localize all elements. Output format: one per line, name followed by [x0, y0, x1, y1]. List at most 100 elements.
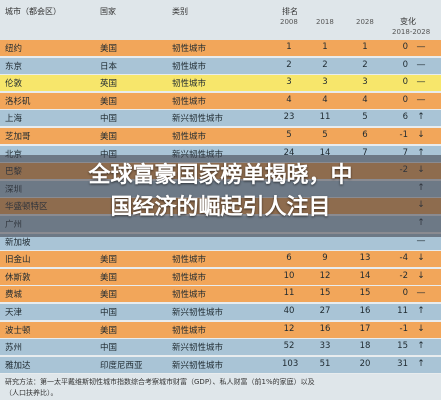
- row-change-arrow-icon: —: [416, 42, 426, 52]
- row-type: 新兴韧性城市: [172, 360, 224, 371]
- row-rank-2028: 15: [359, 288, 371, 299]
- row-rank-2008: 40: [283, 306, 295, 316]
- row-change-arrow-icon: ↓: [417, 253, 425, 264]
- row-rank-2008: 2: [286, 59, 292, 70]
- row-rank-2008: 1: [286, 42, 292, 52]
- row-city: 费城: [5, 290, 23, 301]
- table-row: 伦敦 英国 韧性城市 3 3 3 0 —: [0, 75, 441, 92]
- row-country: 美国: [100, 290, 118, 301]
- table-row: 芝加哥 美国 韧性城市 5 5 6 -1 ↓: [0, 128, 441, 144]
- row-change: 6: [402, 112, 408, 123]
- row-country: 中国: [100, 308, 118, 318]
- row-change: -1: [399, 130, 408, 140]
- row-change: 15: [397, 341, 408, 352]
- row-city: 北京: [5, 148, 22, 160]
- footnote-line-1: 研究方法：第一太平戴维斯韧性城市指数综合考察城市财富（GDP）、私人财富（前1%…: [5, 378, 315, 386]
- row-rank-2028: 5: [362, 112, 368, 123]
- row-change-arrow-icon: —: [416, 288, 426, 299]
- row-change-arrow-icon: —: [416, 94, 426, 105]
- row-rank-2008: 52: [283, 341, 295, 352]
- row-rank-2018: 15: [319, 288, 331, 299]
- table-row: 新加坡 —: [0, 233, 441, 250]
- row-change-arrow-icon: ↑: [417, 306, 425, 316]
- header-year-2028: 2028: [356, 18, 374, 26]
- row-change-arrow-icon: —: [416, 59, 426, 70]
- header-country: 国家: [100, 7, 116, 16]
- footnote-line-2: （人口扶养比）。: [5, 389, 58, 397]
- row-city: 天津: [5, 308, 23, 318]
- headline-line-1: 全球富豪国家榜单揭晓，中: [88, 163, 353, 188]
- row-rank-2018: 14: [319, 147, 331, 158]
- row-rank-2028: 16: [359, 306, 371, 316]
- row-country: 印度尼西亚: [100, 360, 143, 371]
- row-rank-2028: 1: [362, 42, 368, 52]
- row-city: 波士顿: [5, 325, 31, 336]
- header-year-2018: 2018: [316, 18, 334, 26]
- row-change-arrow-icon: —: [416, 77, 426, 88]
- row-rank-2018: 4: [322, 94, 328, 105]
- row-change-arrow-icon: ↓: [417, 130, 425, 140]
- row-type: 韧性城市: [172, 96, 207, 107]
- row-city: 雅加达: [5, 360, 31, 371]
- row-type: 韧性城市: [172, 44, 207, 54]
- row-change: 0: [402, 77, 408, 88]
- row-rank-2028: 6: [362, 130, 368, 140]
- row-rank-2008: 11: [283, 288, 295, 299]
- row-type: 韧性城市: [172, 325, 207, 336]
- row-type: 韧性城市: [172, 272, 207, 283]
- row-rank-2018: 27: [319, 306, 331, 316]
- row-change: 11: [397, 306, 408, 316]
- row-change: 0: [402, 94, 408, 105]
- headline-line-2: 国经济的崛起引人注目: [110, 195, 331, 220]
- row-rank-2008: 23: [283, 112, 295, 123]
- table-row: 休斯敦 美国 韧性城市 10 12 14 -2 ↓: [0, 268, 441, 285]
- header-year-2008: 2008: [280, 18, 298, 26]
- row-city: 休斯敦: [5, 272, 31, 283]
- row-rank-2018: 9: [322, 253, 328, 264]
- row-change-arrow-icon: ↑: [417, 112, 425, 123]
- row-change: 0: [402, 42, 408, 52]
- row-city: 洛杉矶: [5, 96, 31, 107]
- table-row: 苏州 中国 新兴韧性城市 52 33 18 15 ↑: [0, 339, 441, 356]
- row-rank-2028: 18: [359, 341, 371, 352]
- row-type: 韧性城市: [172, 132, 207, 142]
- row-rank-2028: 7: [362, 147, 368, 158]
- row-city: 伦敦: [5, 79, 23, 90]
- row-rank-2008: 10: [283, 270, 295, 281]
- row-rank-2028: 13: [359, 253, 371, 264]
- table-row: 纽约 美国 韧性城市 1 1 1 0 —: [0, 40, 441, 56]
- row-change-arrow-icon: ↑: [417, 147, 425, 158]
- row-city: 苏州: [5, 343, 23, 354]
- row-change-arrow-icon: ↑: [417, 358, 425, 369]
- table-header: 城市（都会区） 国家 类别 排名 2008 2018 2028 变化 2018-…: [0, 0, 441, 41]
- row-change: 0: [402, 288, 408, 299]
- row-change: -2: [399, 270, 408, 281]
- header-rank: 排名: [282, 7, 298, 16]
- row-rank-2028: 17: [359, 323, 371, 334]
- table-row: 旧金山 美国 韧性城市 6 9 13 -4 ↓: [0, 251, 441, 268]
- row-type: 新兴韧性城市: [172, 343, 224, 354]
- row-rank-2018: 5: [322, 130, 328, 140]
- row-type: 新兴韧性城市: [172, 148, 223, 160]
- row-type: 韧性城市: [172, 255, 207, 266]
- row-change: 0: [402, 59, 408, 70]
- row-rank-2028: 14: [359, 270, 371, 281]
- table-row: 上海 中国 新兴韧性城市 23 11 5 6 ↑: [0, 110, 441, 127]
- row-type: 新兴韧性城市: [172, 114, 224, 125]
- row-rank-2008: 4: [286, 94, 292, 105]
- row-rank-2008: 5: [286, 130, 292, 140]
- row-rank-2018: 33: [319, 341, 331, 352]
- headline-backdrop: [0, 155, 441, 237]
- row-country: 英国: [100, 79, 118, 90]
- row-rank-2008: 103: [282, 358, 299, 369]
- row-rank-2018: 11: [319, 112, 331, 123]
- table-row: 东京 日本 韧性城市 2 2 2 0 —: [0, 57, 441, 74]
- row-country: 美国: [100, 325, 118, 336]
- row-city: 东京: [5, 61, 23, 72]
- row-country: 美国: [100, 44, 118, 54]
- row-change: 7: [402, 147, 408, 158]
- row-rank-2028: 2: [362, 59, 368, 70]
- row-country: 美国: [100, 255, 118, 266]
- table-row: 洛杉矶 美国 韧性城市 4 4 4 0 —: [0, 92, 441, 109]
